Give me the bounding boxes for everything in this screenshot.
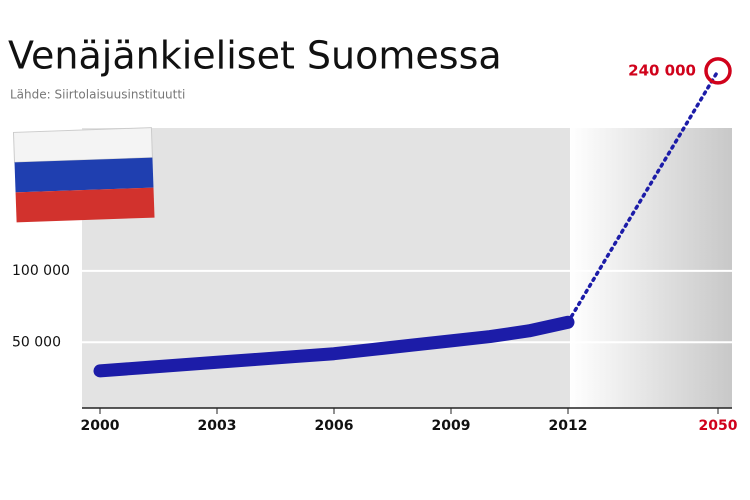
flag-red bbox=[15, 187, 155, 223]
marks: 240 000 bbox=[93, 57, 732, 378]
x-tick-label: 2003 bbox=[198, 418, 237, 434]
value-label: 240 000 bbox=[628, 61, 696, 79]
x-tick-label: 2050 bbox=[699, 418, 738, 434]
x-tick-label: 2006 bbox=[315, 418, 354, 434]
chart-title: Venäjänkieliset Suomessa bbox=[8, 34, 502, 78]
x-tick-label: 2000 bbox=[81, 418, 120, 434]
projection-end-marker bbox=[704, 57, 732, 85]
russian-flag bbox=[12, 127, 155, 223]
x-tick-label: 2012 bbox=[549, 418, 588, 434]
y-tick-label: 50 000 bbox=[12, 334, 61, 350]
chart-subtitle: Lähde: Siirtolaisuusinstituutti bbox=[10, 88, 185, 102]
y-tick-label: 100 000 bbox=[12, 263, 70, 279]
projection-line bbox=[566, 69, 720, 325]
flag-blue bbox=[14, 157, 154, 193]
x-tick-label: 2009 bbox=[432, 418, 471, 434]
projection-background bbox=[570, 128, 732, 408]
data-line bbox=[93, 315, 575, 378]
flag-white bbox=[12, 127, 153, 163]
